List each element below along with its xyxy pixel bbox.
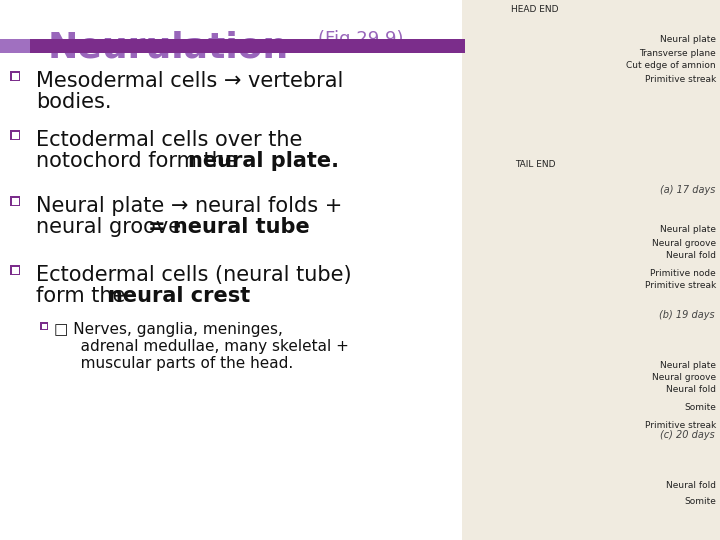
- Bar: [10, 265, 20, 275]
- Bar: [40, 322, 48, 330]
- Text: (b) 19 days: (b) 19 days: [660, 310, 715, 320]
- Text: Neural plate: Neural plate: [660, 36, 716, 44]
- Bar: [12, 132, 19, 138]
- Text: Transverse plane: Transverse plane: [639, 49, 716, 57]
- Text: muscular parts of the head.: muscular parts of the head.: [66, 356, 293, 371]
- Bar: [0, 39, 30, 53]
- Text: Neurulation: Neurulation: [48, 30, 289, 64]
- Text: Primitive streak: Primitive streak: [644, 281, 716, 291]
- Bar: [12, 72, 19, 79]
- Text: neural plate.: neural plate.: [188, 151, 339, 171]
- Text: Somite: Somite: [684, 403, 716, 413]
- Bar: [10, 196, 20, 206]
- Text: neural groove: neural groove: [36, 217, 188, 237]
- Text: HEAD END: HEAD END: [511, 5, 559, 14]
- Text: (Fig 29.9): (Fig 29.9): [318, 30, 403, 48]
- Text: Primitive streak: Primitive streak: [644, 421, 716, 429]
- Text: TAIL END: TAIL END: [515, 160, 555, 169]
- Text: neural crest: neural crest: [108, 286, 251, 306]
- Bar: [12, 198, 19, 205]
- Text: Mesodermal cells → vertebral: Mesodermal cells → vertebral: [36, 71, 343, 91]
- Text: Neural plate → neural folds +: Neural plate → neural folds +: [36, 196, 343, 216]
- Bar: [30, 39, 465, 53]
- Bar: [10, 71, 20, 81]
- Bar: [462, 0, 720, 540]
- Text: Ectodermal cells over the: Ectodermal cells over the: [36, 130, 302, 150]
- Text: notochord form the: notochord form the: [36, 151, 244, 171]
- Text: Somite: Somite: [684, 497, 716, 507]
- Text: Cut edge of amnion: Cut edge of amnion: [626, 62, 716, 71]
- Text: form the: form the: [36, 286, 132, 306]
- Text: □ Nerves, ganglia, meninges,: □ Nerves, ganglia, meninges,: [54, 322, 283, 337]
- Text: bodies.: bodies.: [36, 92, 112, 112]
- Bar: [42, 323, 47, 328]
- Text: Neural groove: Neural groove: [652, 239, 716, 247]
- Text: Neural groove: Neural groove: [652, 374, 716, 382]
- Text: Neural fold: Neural fold: [666, 386, 716, 395]
- Text: = neural tube: = neural tube: [148, 217, 310, 237]
- Bar: [10, 130, 20, 140]
- Text: Primitive node: Primitive node: [650, 268, 716, 278]
- Text: (c) 20 days: (c) 20 days: [660, 430, 715, 440]
- Bar: [12, 267, 19, 273]
- Text: (a) 17 days: (a) 17 days: [660, 185, 715, 195]
- Text: Ectodermal cells (neural tube): Ectodermal cells (neural tube): [36, 265, 351, 285]
- Text: Neural plate: Neural plate: [660, 361, 716, 369]
- Text: Neural plate: Neural plate: [660, 226, 716, 234]
- Text: adrenal medullae, many skeletal +: adrenal medullae, many skeletal +: [66, 339, 349, 354]
- Text: Neural fold: Neural fold: [666, 481, 716, 489]
- Text: Neural fold: Neural fold: [666, 252, 716, 260]
- Text: Primitive streak: Primitive streak: [644, 75, 716, 84]
